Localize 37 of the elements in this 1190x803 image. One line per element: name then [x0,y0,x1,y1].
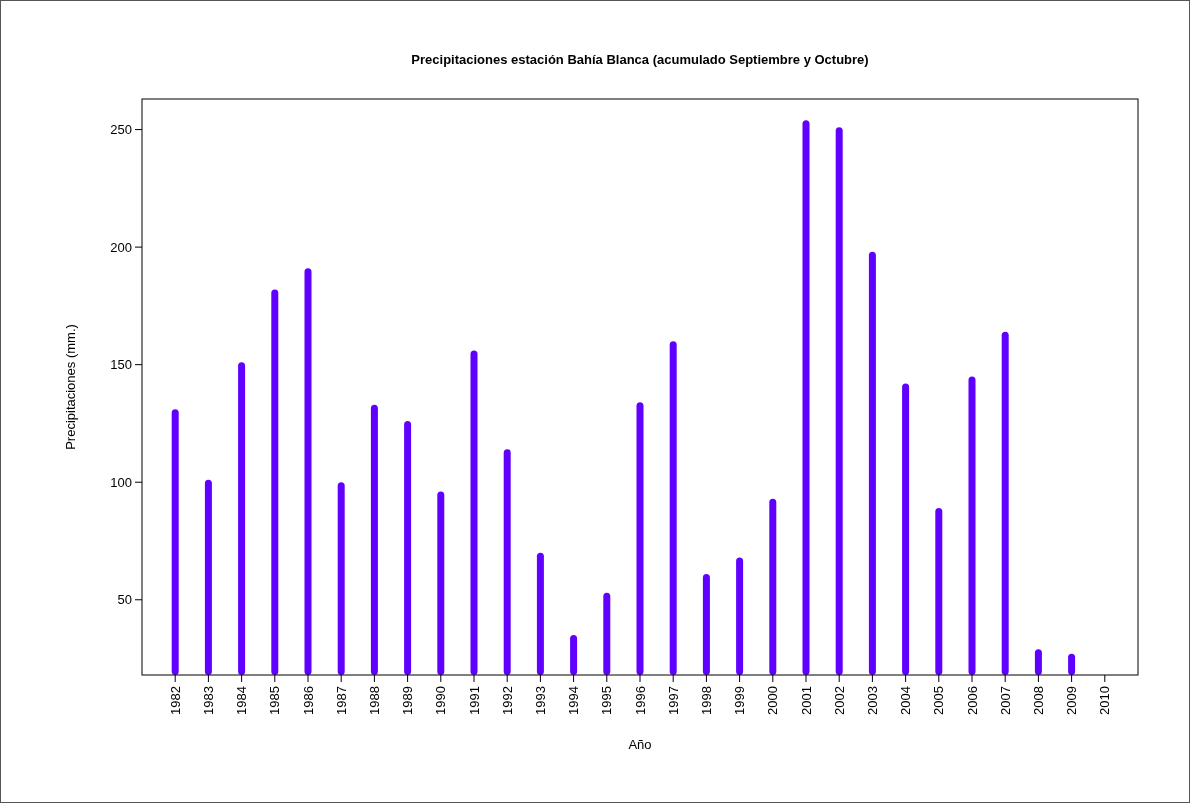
x-tick-label: 2004 [898,686,914,715]
y-axis-title: Precipitaciones (mm.) [63,324,78,450]
y-tick-label: 50 [117,592,132,608]
x-tick-label: 1996 [632,686,648,715]
x-tick-label: 1987 [333,686,349,715]
x-tick-label: 2006 [964,686,980,715]
x-tick-label: 1984 [234,686,250,715]
x-tick-label: 1982 [167,686,183,715]
x-tick-label: 1995 [599,686,615,715]
x-axis-title: Año [628,737,652,752]
x-tick-label: 2002 [831,686,847,715]
x-tick-label: 2010 [1097,686,1113,715]
x-tick-label: 2007 [997,686,1013,715]
y-tick-label: 200 [110,239,132,255]
x-tick-label: 1990 [433,686,449,715]
x-tick-label: 1983 [200,686,216,715]
x-tick-label: 1991 [466,686,482,715]
x-tick-label: 2001 [798,686,814,715]
x-tick-label: 2009 [1064,686,1080,715]
x-tick-label: 1999 [732,686,748,715]
x-tick-label: 2005 [931,686,947,715]
x-tick-label: 1994 [566,686,582,715]
y-tick-label: 150 [110,357,132,373]
x-tick-label: 1997 [665,686,681,715]
x-tick-label: 2000 [765,686,781,715]
x-tick-label: 1988 [366,686,382,715]
x-tick-label: 2008 [1030,686,1046,715]
x-tick-label: 1989 [400,686,416,715]
x-tick-label: 1998 [698,686,714,715]
x-tick-label: 1985 [267,686,283,715]
x-tick-label: 1993 [532,686,548,715]
y-tick-label: 250 [110,122,132,138]
x-tick-label: 2003 [864,686,880,715]
x-tick-label: 1992 [499,686,515,715]
x-tick-label: 1986 [300,686,316,715]
y-tick-label: 100 [110,474,132,490]
chart-title: Precipitaciones estación Bahía Blanca (acumulado Septiembre y Octubre) [411,52,869,67]
